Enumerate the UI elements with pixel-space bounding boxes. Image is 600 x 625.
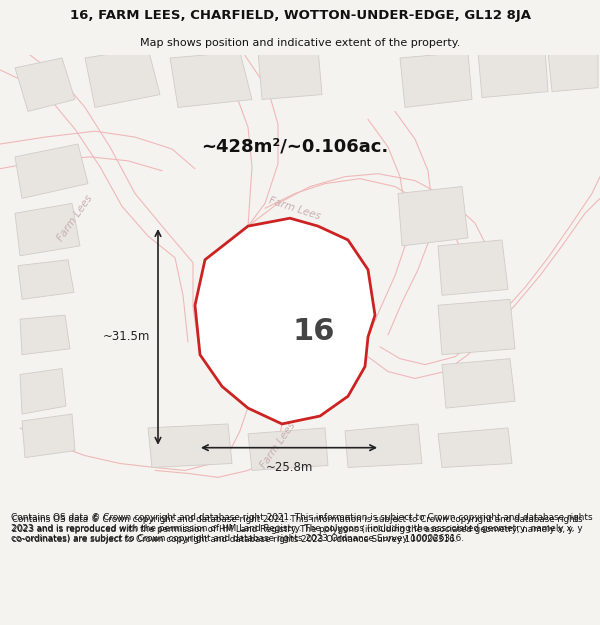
Text: ~25.8m: ~25.8m <box>265 461 313 474</box>
Text: Map shows position and indicative extent of the property.: Map shows position and indicative extent… <box>140 38 460 48</box>
Polygon shape <box>400 52 472 107</box>
Polygon shape <box>438 240 508 296</box>
Polygon shape <box>20 315 70 355</box>
Polygon shape <box>258 48 322 99</box>
Text: 16, FARM LEES, CHARFIELD, WOTTON-UNDER-EDGE, GL12 8JA: 16, FARM LEES, CHARFIELD, WOTTON-UNDER-E… <box>70 9 530 22</box>
Text: Farm Lees: Farm Lees <box>259 421 298 471</box>
Polygon shape <box>85 48 160 108</box>
Polygon shape <box>438 299 515 355</box>
Text: 16: 16 <box>293 318 335 346</box>
Text: Farm Lees: Farm Lees <box>55 193 95 243</box>
Polygon shape <box>248 428 328 471</box>
Polygon shape <box>478 48 548 98</box>
Polygon shape <box>15 58 75 111</box>
Text: Farm Lees: Farm Lees <box>268 195 322 221</box>
Polygon shape <box>345 424 422 468</box>
Polygon shape <box>548 48 598 92</box>
Text: ~428m²/~0.106ac.: ~428m²/~0.106ac. <box>202 138 389 156</box>
Polygon shape <box>20 369 66 414</box>
Polygon shape <box>148 424 232 468</box>
Polygon shape <box>18 260 74 299</box>
Polygon shape <box>15 203 80 256</box>
Text: ~31.5m: ~31.5m <box>103 331 150 343</box>
Polygon shape <box>398 186 468 246</box>
Polygon shape <box>170 52 252 107</box>
Polygon shape <box>442 359 515 408</box>
Text: Contains OS data © Crown copyright and database right 2021. This information is : Contains OS data © Crown copyright and d… <box>12 514 583 544</box>
Polygon shape <box>22 414 75 458</box>
Text: Contains OS data © Crown copyright and database right 2021. This information is : Contains OS data © Crown copyright and d… <box>11 514 592 543</box>
Polygon shape <box>195 218 375 424</box>
Polygon shape <box>15 144 88 198</box>
Polygon shape <box>438 428 512 468</box>
